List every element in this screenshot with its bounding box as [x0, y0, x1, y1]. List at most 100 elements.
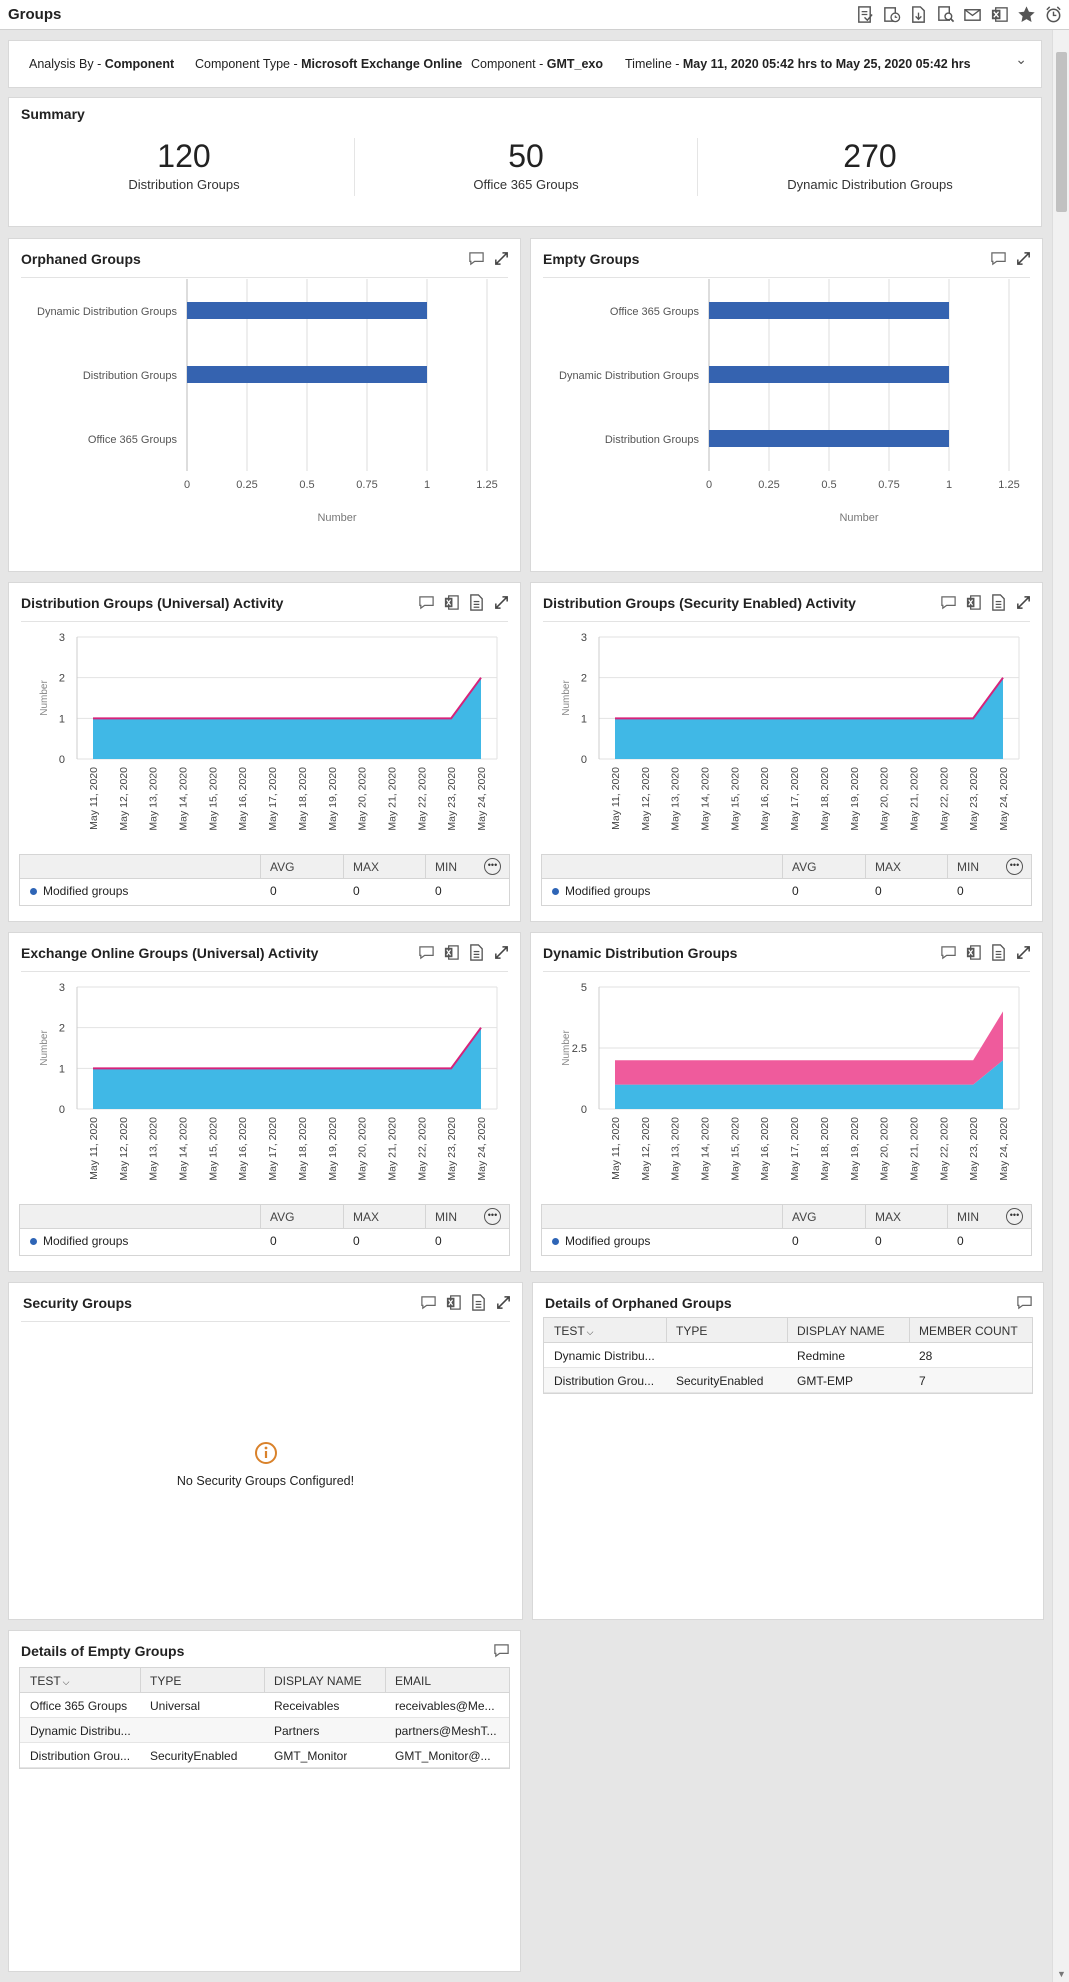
alarm-icon[interactable]: [1044, 5, 1063, 24]
expand-icon[interactable]: [495, 1294, 512, 1311]
excel-icon[interactable]: [965, 594, 982, 611]
exo-groups-activity-panel: Exchange Online Groups (Universal) Activ…: [8, 932, 521, 1272]
pdf-icon[interactable]: [990, 944, 1007, 961]
scrollbar-thumb[interactable]: [1056, 52, 1067, 212]
stat-office365-groups: 50 Office 365 Groups: [361, 138, 691, 192]
comment-icon[interactable]: [420, 1294, 437, 1311]
comment-icon[interactable]: [940, 944, 957, 961]
sort-icon[interactable]: ⌵: [62, 1677, 70, 1687]
avg-value: 0: [792, 1234, 799, 1248]
col-display-name[interactable]: DISPLAY NAME: [797, 1324, 885, 1338]
series-label: Modified groups: [552, 1234, 650, 1248]
favorite-star-icon[interactable]: [1017, 5, 1036, 24]
panel-title: Distribution Groups (Security Enabled) A…: [543, 595, 856, 611]
export-icon[interactable]: [909, 5, 928, 24]
pdf-icon[interactable]: [468, 944, 485, 961]
stat-dynamic-distribution-groups: 270 Dynamic Distribution Groups: [705, 138, 1035, 192]
excel-icon[interactable]: [990, 5, 1009, 24]
x-tick-label: May 17, 2020: [267, 1117, 279, 1181]
table-row[interactable]: Dynamic Distribu... Redmine 28: [544, 1343, 1032, 1368]
x-tick-label: May 12, 2020: [640, 767, 652, 831]
comment-icon[interactable]: [940, 594, 957, 611]
table-row[interactable]: Office 365 Groups Universal Receivables …: [20, 1693, 509, 1718]
y-tick-label: 1: [59, 1063, 65, 1075]
more-options-icon[interactable]: •••: [1006, 1208, 1023, 1225]
col-test[interactable]: TEST ⌵: [30, 1674, 70, 1688]
expand-icon[interactable]: [493, 944, 510, 961]
search-report-icon[interactable]: [936, 5, 955, 24]
table-row[interactable]: Dynamic Distribu... Partners partners@Me…: [20, 1718, 509, 1743]
panel-title: Security Groups: [23, 1295, 132, 1311]
col-member-count[interactable]: MEMBER COUNT: [919, 1324, 1018, 1338]
table-row[interactable]: Distribution Grou... SecurityEnabled GMT…: [20, 1743, 509, 1768]
col-max: MAX: [353, 860, 380, 874]
dynamic-dg-activity-chart: 0 2.5 5 Number May 11, 2020 May 12, 2020 May 1…: [561, 982, 1020, 1181]
schedule-report-icon[interactable]: [882, 5, 901, 24]
report-icon[interactable]: [855, 5, 874, 24]
x-tick-label: May 12, 2020: [640, 1117, 652, 1181]
x-tick-label: May 20, 2020: [879, 1117, 891, 1181]
excel-icon[interactable]: [443, 944, 460, 961]
excel-icon[interactable]: [443, 594, 460, 611]
y-axis-title: Number: [561, 1030, 572, 1066]
dg-security-activity-chart: 0 1 2 3 Number May 11, 2020 May 12, 2020 May 13…: [561, 632, 1020, 831]
pdf-icon[interactable]: [990, 594, 1007, 611]
bar: [709, 366, 949, 383]
y-tick-label: 1: [59, 713, 65, 725]
legend-row[interactable]: Modified groups 0 0 0: [542, 879, 1031, 905]
x-tick-label: May 14, 2020: [178, 767, 190, 831]
more-options-icon[interactable]: •••: [484, 1208, 501, 1225]
more-options-icon[interactable]: •••: [1006, 858, 1023, 875]
x-tick-label: 1.25: [476, 479, 497, 491]
email-icon[interactable]: [963, 5, 982, 24]
max-value: 0: [353, 884, 360, 898]
page-scrollbar[interactable]: ▼: [1052, 30, 1069, 1982]
legend-row[interactable]: Modified groups 0 0 0: [542, 1229, 1031, 1255]
legend-row[interactable]: Modified groups 0 0 0: [20, 879, 509, 905]
x-tick-label: May 20, 2020: [357, 1117, 369, 1181]
panel-title: Orphaned Groups: [21, 251, 141, 267]
series-dot: [552, 1238, 559, 1246]
chevron-down-icon[interactable]: ⌄: [1015, 51, 1027, 67]
comment-icon[interactable]: [1016, 1294, 1033, 1311]
expand-icon[interactable]: [1015, 944, 1032, 961]
comment-icon[interactable]: [493, 1642, 510, 1659]
stat-value: 270: [843, 138, 897, 174]
x-tick-label: May 15, 2020: [729, 1117, 741, 1181]
col-type[interactable]: TYPE: [150, 1674, 182, 1688]
expand-icon[interactable]: [493, 594, 510, 611]
comment-icon[interactable]: [990, 250, 1007, 267]
table-row[interactable]: Distribution Grou... SecurityEnabled GMT…: [544, 1368, 1032, 1393]
comment-icon[interactable]: [468, 250, 485, 267]
legend-table-header: AVG MAX MIN •••: [542, 1205, 1031, 1229]
series-dot: [30, 1238, 37, 1246]
divider: [787, 1318, 788, 1343]
excel-icon[interactable]: [445, 1294, 462, 1311]
excel-icon[interactable]: [965, 944, 982, 961]
panel-title: Details of Orphaned Groups: [545, 1295, 732, 1311]
series-area: [615, 1011, 1003, 1085]
y-axis-title: Number: [39, 1030, 50, 1066]
scroll-down-arrow-icon[interactable]: ▼: [1057, 1969, 1066, 1979]
x-tick-label: May 19, 2020: [849, 1117, 861, 1181]
more-options-icon[interactable]: •••: [484, 858, 501, 875]
col-email[interactable]: EMAIL: [395, 1674, 432, 1688]
pdf-icon[interactable]: [468, 594, 485, 611]
bar: [709, 430, 949, 447]
expand-icon[interactable]: [493, 250, 510, 267]
col-type[interactable]: TYPE: [676, 1324, 708, 1338]
x-tick-label: 0.5: [821, 479, 836, 491]
col-test[interactable]: TEST ⌵: [554, 1324, 594, 1338]
comment-icon[interactable]: [418, 944, 435, 961]
pdf-icon[interactable]: [470, 1294, 487, 1311]
sort-icon[interactable]: ⌵: [586, 1327, 594, 1337]
col-display-name[interactable]: DISPLAY NAME: [274, 1674, 362, 1688]
expand-icon[interactable]: [1015, 594, 1032, 611]
comment-icon[interactable]: [418, 594, 435, 611]
series-label: Modified groups: [552, 884, 650, 898]
expand-icon[interactable]: [1015, 250, 1032, 267]
legend-table: AVG MAX MIN ••• Modified groups 0 0 0: [19, 1204, 510, 1256]
x-tick-label: May 23, 2020: [968, 767, 980, 831]
legend-row[interactable]: Modified groups 0 0 0: [20, 1229, 509, 1255]
x-tick-label: May 18, 2020: [819, 1117, 831, 1181]
